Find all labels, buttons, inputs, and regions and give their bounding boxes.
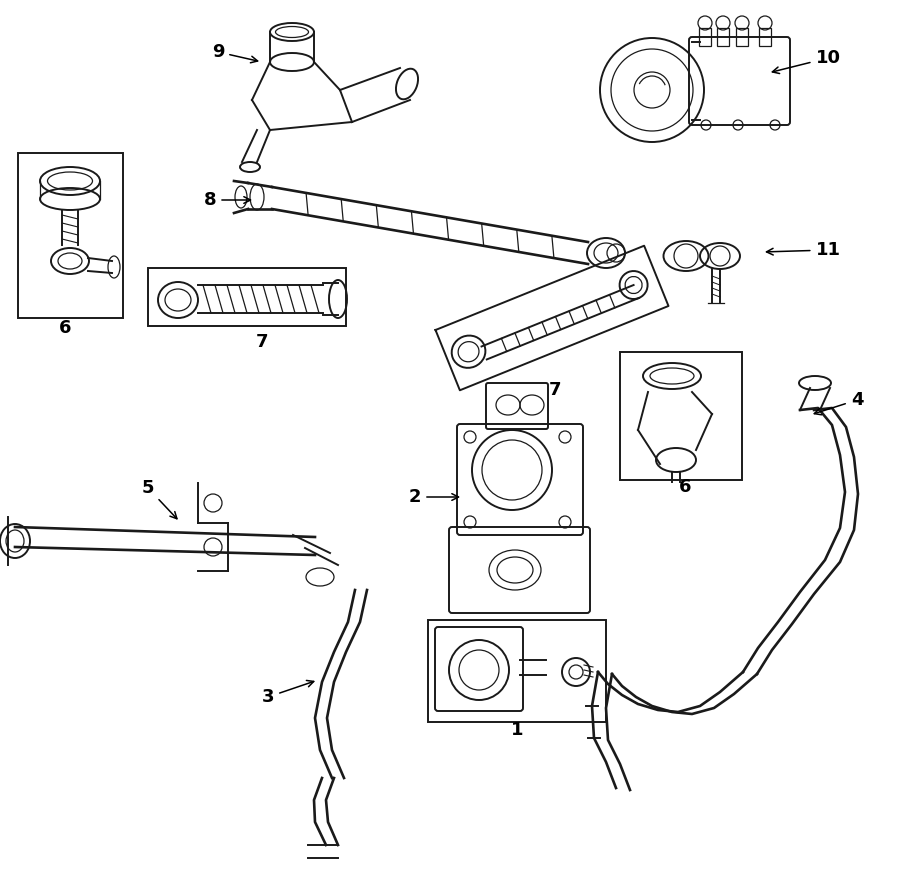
Bar xyxy=(428,620,606,722)
Text: 7: 7 xyxy=(549,381,562,399)
Text: 10: 10 xyxy=(772,49,841,73)
Text: 6: 6 xyxy=(679,478,691,496)
Text: 6: 6 xyxy=(58,319,71,337)
Text: 1: 1 xyxy=(511,721,523,739)
Bar xyxy=(717,28,729,46)
Text: 11: 11 xyxy=(767,241,841,259)
Text: 7: 7 xyxy=(256,333,268,351)
Text: 2: 2 xyxy=(409,488,458,506)
Text: 9: 9 xyxy=(212,43,257,62)
Text: 4: 4 xyxy=(814,391,863,415)
Bar xyxy=(736,28,748,46)
Bar xyxy=(699,28,711,46)
Bar xyxy=(620,352,742,480)
Bar xyxy=(759,28,771,46)
Text: 3: 3 xyxy=(262,681,314,706)
Text: 5: 5 xyxy=(142,479,177,519)
Bar xyxy=(18,153,123,318)
Text: 8: 8 xyxy=(203,191,250,209)
Bar xyxy=(148,268,346,326)
